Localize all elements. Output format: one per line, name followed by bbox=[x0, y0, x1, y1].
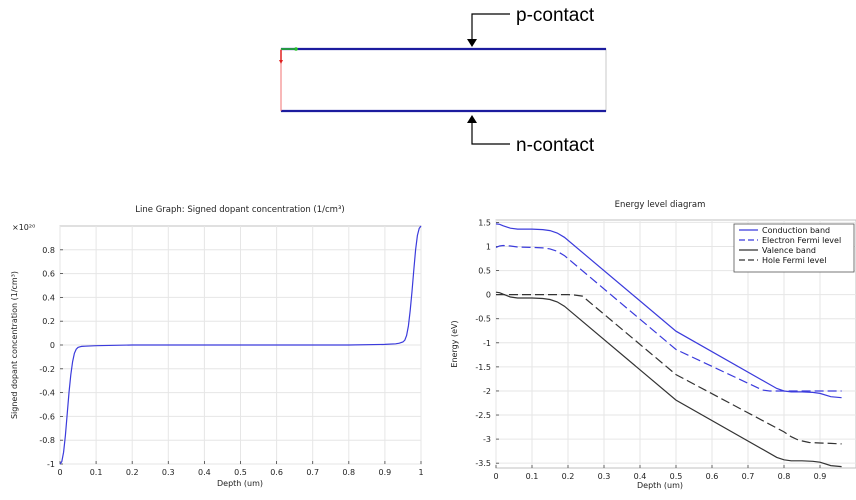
legend-box bbox=[733, 223, 855, 273]
x-tick-label: 0.9 bbox=[379, 468, 392, 477]
legend-entry: Conduction band bbox=[762, 226, 830, 235]
y-tick-label: -0.5 bbox=[475, 315, 491, 324]
y-tick-label: -1 bbox=[47, 460, 55, 469]
x-tick-label: 0.7 bbox=[742, 472, 755, 481]
y-tick-label: 0.6 bbox=[42, 270, 55, 279]
device-body bbox=[280, 48, 607, 112]
x-tick-label: 0.1 bbox=[526, 472, 539, 481]
chart-title: Line Graph: Signed dopant concentration … bbox=[135, 205, 344, 215]
series-line-hole-fermi-level bbox=[496, 293, 842, 445]
device-diagram: p-contact n-contact bbox=[279, 5, 607, 156]
x-tick-label: 0.7 bbox=[306, 468, 319, 477]
n-contact-arrow bbox=[471, 122, 510, 145]
y-tick-label: -0.6 bbox=[39, 412, 55, 421]
y-tick-label: 0.4 bbox=[42, 293, 55, 302]
series-line-conduction-band bbox=[495, 223, 842, 399]
x-tick-label: 0.9 bbox=[814, 472, 827, 481]
series-line-0 bbox=[59, 225, 422, 465]
y-tick-label: 1 bbox=[486, 242, 491, 251]
y-tick-label: -3.5 bbox=[475, 459, 491, 468]
x-tick-label: 0.6 bbox=[706, 472, 719, 481]
x-tick-label: 0 bbox=[493, 472, 498, 481]
energy-level-chart: 1.5 1 0.5 0 -0.5 -1 -1.5 -2 -2.5 -3 -3.5 0 0.1 0.2 0.… bbox=[450, 200, 856, 490]
y-tick-label: -1.5 bbox=[475, 363, 491, 372]
x-tick-label: 0.5 bbox=[234, 468, 247, 477]
x-axis-indicator-tip bbox=[294, 47, 298, 51]
y-tick-label: 0 bbox=[50, 341, 55, 350]
legend-entry: Electron Fermi level bbox=[762, 236, 841, 245]
series-line-electron-fermi-level bbox=[495, 244, 842, 392]
y-multiplier: ×10²⁰ bbox=[12, 223, 35, 232]
p-contact-arrow bbox=[471, 13, 510, 40]
p-contact-arrowhead bbox=[467, 39, 477, 47]
x-tick-label: 0.2 bbox=[126, 468, 139, 477]
y-tick-label: 0 bbox=[486, 291, 491, 300]
y-tick-label: -1 bbox=[483, 339, 491, 348]
dopant-concentration-chart: -1 -0.8 -0.6 -0.4 -0.2 0 0.2 0.4 0.6 0.8 0 0.1 0.2 0… bbox=[10, 205, 424, 488]
x-tick-label: 0.8 bbox=[778, 472, 791, 481]
y-axis-indicator-tip bbox=[279, 60, 283, 64]
y-tick-label: 0.8 bbox=[42, 246, 55, 255]
x-tick-label: 0.3 bbox=[162, 468, 175, 477]
x-tick-label: 0.1 bbox=[90, 468, 103, 477]
x-tick-label: 0 bbox=[57, 468, 62, 477]
x-tick-label: 0.4 bbox=[634, 472, 647, 481]
n-contact-arrowhead bbox=[467, 115, 477, 123]
chart-title: Energy level diagram bbox=[615, 200, 706, 210]
n-contact-label: n-contact bbox=[516, 135, 595, 156]
y-tick-label: 1.5 bbox=[478, 218, 491, 227]
y-axis-label: Signed dopant concentration (1/cm³) bbox=[10, 271, 19, 419]
y-tick-label: -0.4 bbox=[39, 389, 55, 398]
x-tick-label: 0.3 bbox=[598, 472, 611, 481]
y-tick-label: 0.2 bbox=[42, 317, 55, 326]
legend-entry: Valence band bbox=[762, 246, 816, 255]
y-tick-label: -0.8 bbox=[39, 436, 55, 445]
x-axis-label: Depth (um) bbox=[217, 479, 263, 488]
y-tick-label: -2 bbox=[483, 387, 491, 396]
x-axis-label: Depth (um) bbox=[637, 481, 683, 490]
x-tick-label: 0.8 bbox=[342, 468, 355, 477]
y-axis-label: Energy (eV) bbox=[450, 320, 459, 367]
y-tick-label: -2.5 bbox=[475, 411, 491, 420]
x-tick-label: 0.5 bbox=[670, 472, 683, 481]
y-tick-label: -0.2 bbox=[39, 365, 55, 374]
x-tick-label: 1 bbox=[418, 468, 423, 477]
x-tick-label: 0.2 bbox=[562, 472, 575, 481]
x-tick-label: 0.6 bbox=[270, 468, 283, 477]
x-tick-label: 0.4 bbox=[198, 468, 211, 477]
series-line-valence-band bbox=[495, 291, 842, 468]
legend-entry: Hole Fermi level bbox=[762, 256, 826, 265]
y-tick-label: -3 bbox=[483, 435, 491, 444]
p-contact-label: p-contact bbox=[516, 5, 595, 26]
y-tick-label: 0.5 bbox=[478, 267, 491, 276]
